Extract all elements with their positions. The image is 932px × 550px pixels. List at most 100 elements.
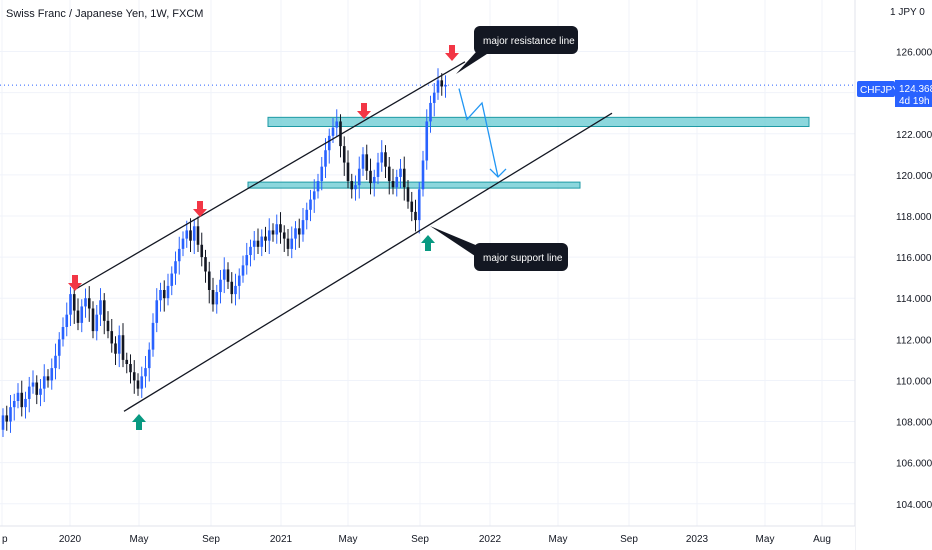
candle-body (252, 240, 256, 247)
candle-body (342, 146, 346, 163)
x-tick-label: 2022 (479, 534, 502, 545)
candle-body (192, 226, 196, 241)
candle-body (267, 230, 271, 241)
x-tick-label: Aug (813, 534, 831, 545)
candle-body (357, 168, 361, 186)
up-arrow-marker (132, 414, 146, 430)
time-axis[interactable]: p 2020 May Sep 2021 May Sep 2022 May Sep 2023 May Au… (0, 525, 855, 550)
candle-body (31, 382, 35, 387)
candle-body (106, 320, 110, 332)
candle-body (204, 257, 207, 272)
y-tick-label: 108.000 (896, 418, 932, 429)
candle-body (275, 224, 279, 235)
candle-body (9, 407, 12, 422)
candle-body (147, 349, 151, 369)
candle-body (290, 238, 294, 249)
candle-body (151, 322, 155, 350)
y-tick-label: 120.000 (896, 171, 932, 182)
candles (1, 68, 447, 437)
candle-body (61, 327, 65, 340)
candle-body (301, 220, 305, 235)
candle-body (350, 181, 354, 190)
candle-body (16, 392, 20, 401)
resistance-zone (267, 116, 810, 128)
x-tick-label: p (2, 534, 8, 545)
support-zone (247, 181, 581, 189)
down-arrow-marker (193, 201, 207, 217)
x-tick-label: May (756, 534, 775, 545)
candle-body (136, 380, 140, 389)
candle-body (324, 150, 327, 167)
candle-body (12, 401, 16, 408)
candle-body (174, 261, 177, 274)
y-tick-label: 110.000 (896, 376, 932, 387)
x-tick-label: 2023 (686, 534, 709, 545)
down-arrow-marker (357, 103, 371, 119)
candle-body (241, 265, 245, 276)
candle-body (264, 236, 267, 241)
y-tick-label: 126.000 (896, 48, 932, 59)
candle-body (320, 166, 324, 182)
candle-body (346, 162, 350, 182)
candle-body (279, 224, 282, 233)
candle-body (162, 290, 166, 299)
candle-body (102, 300, 106, 321)
candle-body (121, 335, 125, 360)
price-tag: CHFJPY 124.368 4d 19h (857, 80, 932, 107)
candle-body (1, 415, 5, 430)
candle-body (436, 80, 440, 93)
candle-body (440, 80, 444, 87)
candle-body (125, 359, 129, 364)
candle-body (335, 121, 339, 128)
candle-body (215, 292, 219, 305)
candle-body (170, 273, 174, 286)
projection-arrowhead (489, 168, 507, 178)
time-axis-ticks: p 2020 May Sep 2021 May Sep 2022 May Sep 2023 May Au… (2, 534, 831, 545)
countdown-label: 4d 19h (899, 96, 930, 107)
down-arrow-marker (68, 275, 82, 291)
candle-body (95, 314, 99, 332)
candle-body (144, 368, 147, 377)
candle-body (369, 170, 372, 184)
candle-body (327, 135, 331, 151)
candle-body (305, 209, 309, 221)
zones (247, 116, 810, 189)
x-tick-label: 2020 (59, 534, 82, 545)
candle-body (249, 246, 252, 256)
candle-body (380, 152, 384, 163)
channel-lines (73, 61, 613, 412)
candle-body (69, 294, 72, 315)
candle-body (395, 176, 399, 188)
candle-body (159, 290, 162, 301)
x-tick-label: Sep (411, 534, 429, 545)
candle-body (166, 285, 170, 299)
candle-body (387, 166, 391, 182)
candle-body (84, 298, 87, 307)
candle-body (417, 189, 421, 221)
grid (0, 0, 855, 526)
candle-body (376, 162, 380, 177)
candle-body (35, 382, 39, 395)
candle-body (87, 298, 91, 309)
candle-body (260, 236, 264, 247)
resistance-callout-label: major resistance line (483, 36, 575, 47)
candle-body (256, 240, 260, 247)
candle-body (114, 343, 117, 354)
candle-body (316, 181, 320, 192)
candle-body (230, 281, 234, 295)
candle-body (27, 386, 31, 399)
candle-body (189, 230, 192, 241)
y-tick-label: 122.000 (896, 130, 932, 141)
candle-body (57, 339, 61, 356)
candle-body (384, 152, 387, 167)
candle-body (410, 201, 414, 212)
projection-path (458, 88, 499, 178)
x-tick-label: May (130, 534, 149, 545)
candle-body (140, 376, 144, 389)
candle-body (271, 230, 275, 235)
candle-body (42, 376, 46, 389)
support-callout: major support line (430, 226, 568, 271)
candle-body (24, 398, 27, 408)
